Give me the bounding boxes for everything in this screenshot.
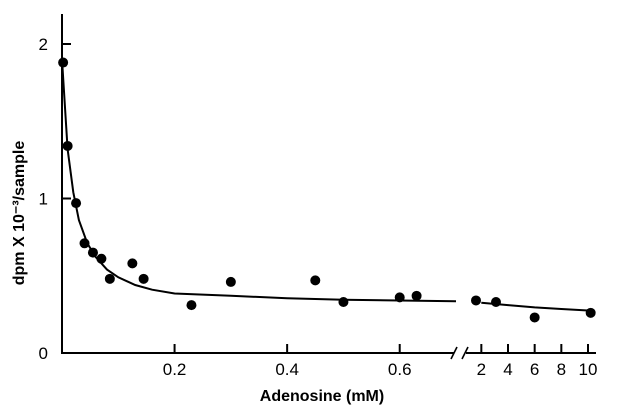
axis-break-mark-1 (450, 346, 458, 360)
data-point-15 (471, 295, 481, 306)
data-point-18 (585, 307, 596, 318)
data-point-4 (87, 247, 98, 258)
x-tick-label: 0.2 (163, 360, 187, 379)
data-point-11 (310, 275, 321, 286)
data-point-10 (225, 276, 236, 287)
y-axis-label: dpm X 10⁻³/sample (11, 141, 28, 286)
data-point-0 (58, 57, 69, 68)
data-point-2 (71, 198, 82, 209)
x-tick-label: 10 (579, 360, 598, 379)
data-point-9 (186, 300, 197, 311)
x-axis-ticks: 0.2 0.4 0.6 2 4 6 8 10 (163, 344, 598, 379)
data-point-12 (338, 297, 349, 308)
data-point-16 (491, 297, 501, 308)
x-tick-label: 0.4 (275, 360, 299, 379)
x-tick-label: 8 (557, 360, 566, 379)
data-point-7 (127, 258, 138, 269)
data-point-6 (104, 273, 115, 284)
y-tick-label: 0 (39, 344, 48, 363)
x-tick-label: 2 (477, 360, 486, 379)
data-point-8 (138, 273, 149, 284)
x-axis-label: Adenosine (mM) (260, 388, 384, 405)
x-tick-label: 0.6 (388, 360, 412, 379)
data-point-14 (411, 290, 422, 301)
y-tick-label: 2 (39, 35, 48, 54)
data-point-3 (79, 238, 90, 249)
data-point-5 (96, 253, 107, 264)
y-tick-label: 1 (39, 190, 48, 209)
data-point-17 (529, 312, 540, 323)
data-point-1 (62, 140, 73, 151)
fitted-curve (61, 59, 589, 312)
axes (61, 14, 596, 360)
y-axis-ticks: 0 1 2 (39, 35, 71, 363)
data-point-13 (394, 292, 405, 303)
axis-break-mark-2 (461, 346, 469, 360)
x-tick-label: 6 (530, 360, 539, 379)
x-tick-label: 4 (503, 360, 512, 379)
data-points (58, 57, 596, 323)
